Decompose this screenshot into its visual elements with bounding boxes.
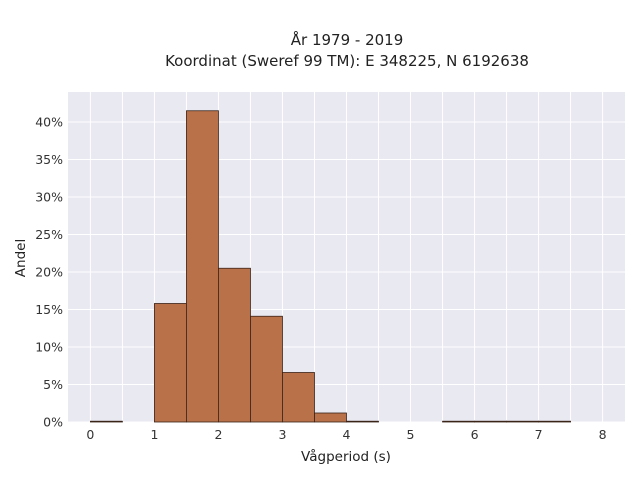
histogram-bar bbox=[346, 420, 379, 423]
y-tick-label: 15% bbox=[35, 302, 63, 317]
y-tick-label: 5% bbox=[43, 377, 63, 392]
x-tick-label: 5 bbox=[407, 427, 415, 442]
y-axis-ticks: 0% 5% 10% 15% 20% 25% 30% 35% 40% bbox=[35, 115, 63, 430]
histogram-bar bbox=[474, 420, 507, 423]
x-tick-label: 1 bbox=[150, 427, 158, 442]
grid-lines bbox=[68, 92, 625, 423]
histogram-bar bbox=[250, 315, 283, 423]
histogram-bar bbox=[186, 110, 219, 423]
x-tick-label: 2 bbox=[214, 427, 222, 442]
histogram-bar bbox=[506, 420, 539, 423]
y-tick-label: 0% bbox=[43, 415, 63, 430]
x-tick-label: 3 bbox=[279, 427, 287, 442]
histogram-bar bbox=[314, 412, 347, 423]
histogram-bar bbox=[538, 420, 571, 423]
x-tick-label: 6 bbox=[471, 427, 479, 442]
x-tick-label: 4 bbox=[343, 427, 351, 442]
histogram-bar bbox=[218, 267, 251, 423]
y-tick-label: 35% bbox=[35, 152, 63, 167]
histogram-bar bbox=[442, 420, 475, 423]
y-tick-label: 40% bbox=[35, 115, 63, 130]
y-tick-label: 30% bbox=[35, 190, 63, 205]
x-tick-label: 7 bbox=[535, 427, 543, 442]
chart-title: År 1979 - 2019 bbox=[291, 30, 404, 49]
y-tick-label: 10% bbox=[35, 340, 63, 355]
histogram-bar bbox=[90, 420, 123, 423]
histogram-bar bbox=[282, 372, 315, 423]
x-tick-label: 8 bbox=[599, 427, 607, 442]
x-tick-label: 0 bbox=[86, 427, 94, 442]
y-tick-label: 25% bbox=[35, 227, 63, 242]
histogram-bar bbox=[154, 303, 187, 423]
x-axis-label: Vågperiod (s) bbox=[301, 448, 391, 465]
x-axis-ticks: 0 1 2 3 4 5 6 7 8 bbox=[86, 427, 606, 442]
chart-subtitle: Koordinat (Sweref 99 TM): E 348225, N 61… bbox=[165, 52, 529, 70]
y-tick-label: 20% bbox=[35, 265, 63, 280]
bars bbox=[90, 110, 571, 423]
y-axis-label: Andel bbox=[13, 239, 29, 277]
